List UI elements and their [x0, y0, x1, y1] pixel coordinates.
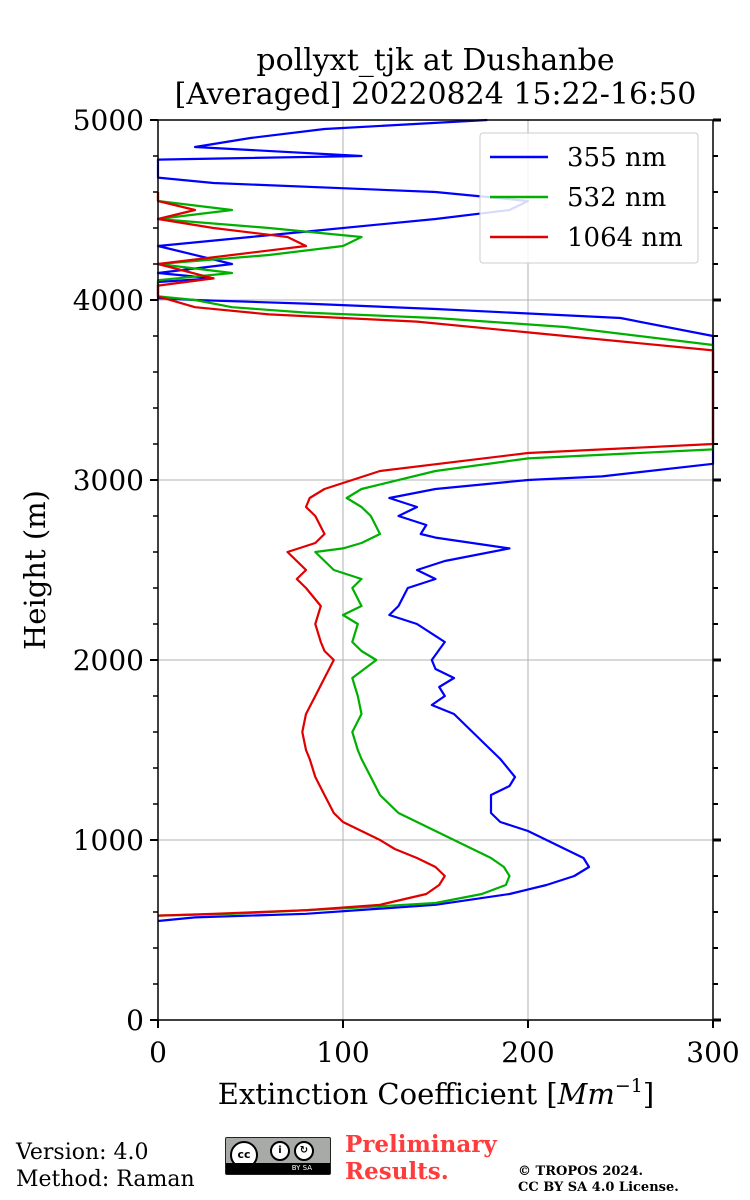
y-tick-label-3: 3000	[73, 464, 144, 497]
series-line-0	[156, 118, 715, 923]
x-tick-label-2: 200	[501, 1036, 554, 1069]
legend: 355 nm 532 nm 1064 nm	[479, 132, 699, 264]
y-tick-label-5: 5000	[73, 104, 144, 137]
chart-title: pollyxt_tjk at Dushanbe	[256, 43, 615, 78]
cc-badge-label: BY SA	[226, 1163, 330, 1174]
attribution-icon: i	[270, 1141, 290, 1161]
y-tick-label-4: 4000	[73, 284, 144, 317]
x-axis-label: Extinction Coefficient [Mm−1]	[218, 1075, 654, 1111]
x-tick-label-0: 0	[149, 1036, 167, 1069]
x-tick-label-1: 100	[316, 1036, 369, 1069]
y-tick-label-2: 2000	[73, 644, 144, 677]
cc-license-badge: cc i ↻ BY SA	[225, 1137, 331, 1175]
x-axis-label-unit: Mm	[557, 1077, 615, 1111]
x-axis-label-exp: −1	[615, 1075, 643, 1097]
preliminary-text-line2: Results.	[345, 1158, 449, 1185]
legend-label-2: 1064 nm	[567, 223, 683, 253]
copyright-line1: © TROPOS 2024.	[518, 1164, 644, 1179]
legend-label-0: 355 nm	[567, 143, 666, 173]
x-axis-label-end: ]	[643, 1077, 654, 1111]
x-tick-label-3: 300	[686, 1036, 739, 1069]
series-line-2	[156, 192, 715, 917]
chart-subtitle: [Averaged] 20220824 15:22-16:50	[174, 77, 697, 112]
y-tick-label-1: 1000	[73, 824, 144, 857]
version-text: Version: 4.0	[16, 1140, 149, 1165]
share-alike-icon: ↻	[294, 1141, 314, 1161]
x-axis-label-base: Extinction Coefficient [	[218, 1077, 558, 1111]
legend-box	[479, 132, 699, 264]
method-text: Method: Raman	[16, 1167, 195, 1192]
y-tick-label-0: 0	[126, 1004, 144, 1037]
series-lines	[156, 118, 715, 923]
legend-label-1: 532 nm	[567, 183, 666, 213]
series-line-1	[156, 192, 715, 917]
copyright-line2: CC BY SA 4.0 License.	[518, 1180, 679, 1195]
preliminary-text-line1: Preliminary	[345, 1131, 497, 1158]
y-axis-label: Height (m)	[18, 490, 52, 650]
plot-frame	[157, 119, 714, 1021]
